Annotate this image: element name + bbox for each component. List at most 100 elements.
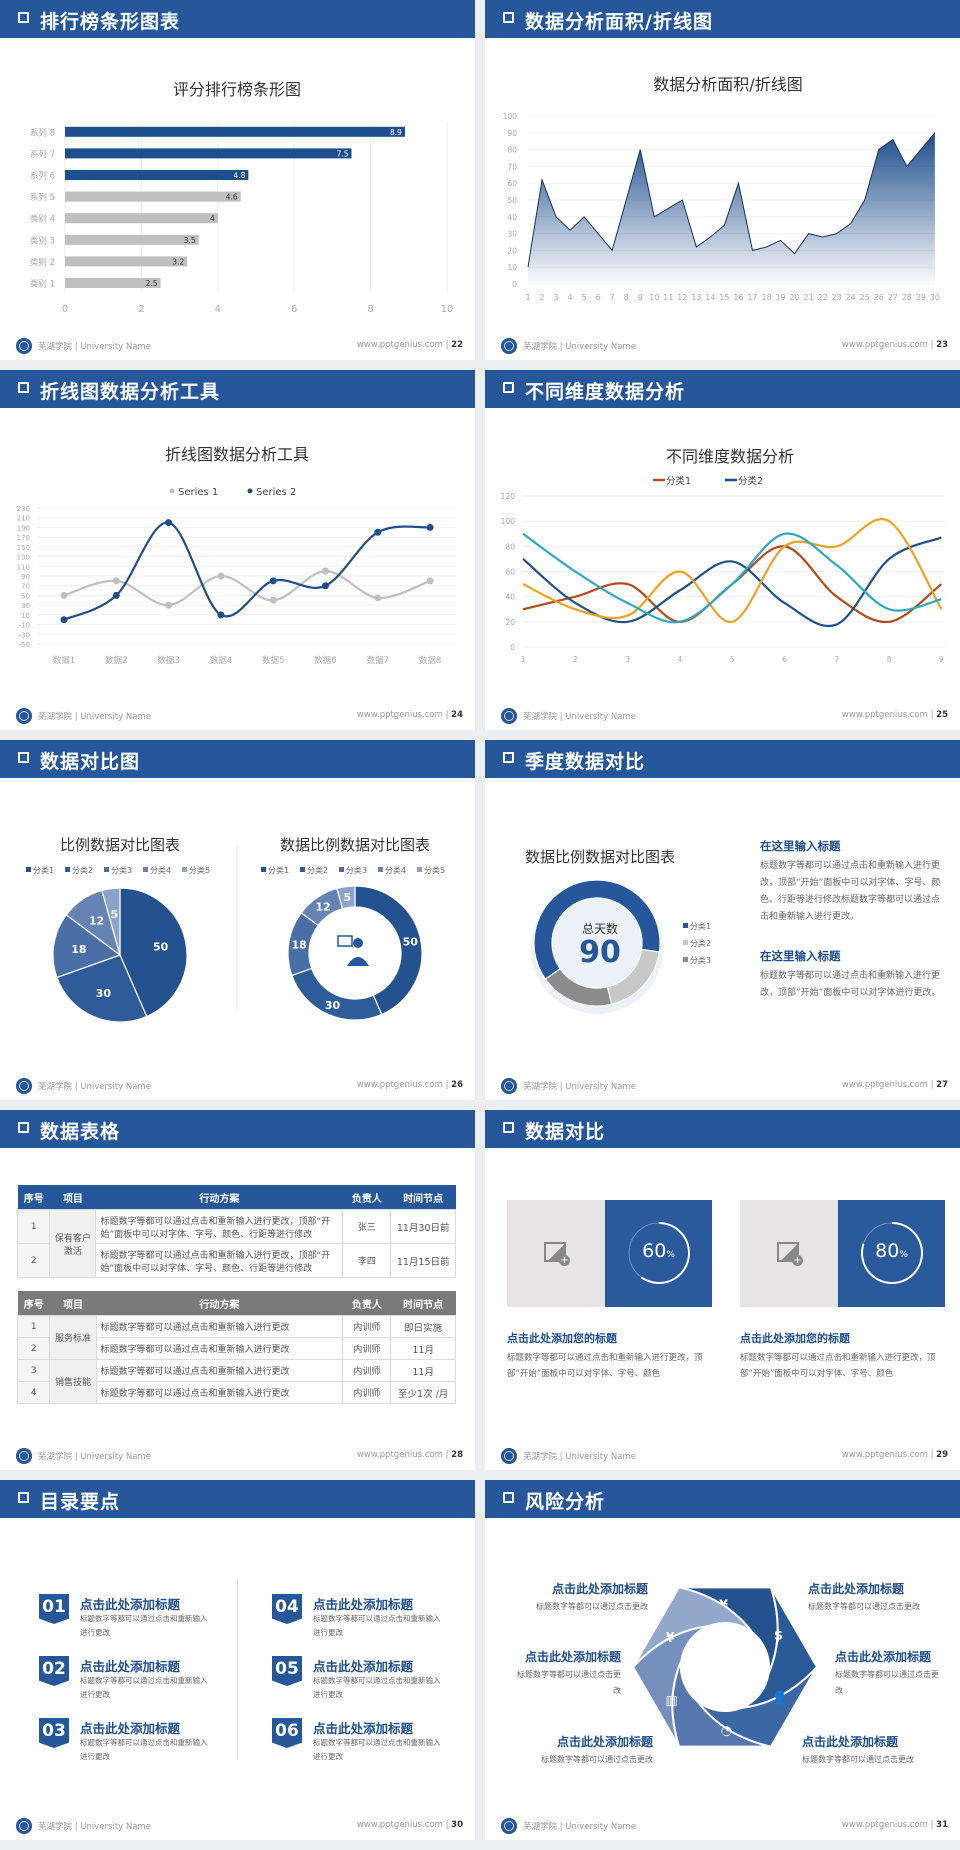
footer-right: www.pptgenius.com | 26: [357, 1080, 463, 1090]
progress-ring: [628, 1222, 690, 1284]
footer-separator: |: [927, 1080, 937, 1090]
owner-cell: 内训师: [342, 1315, 392, 1338]
presenter-icon: [337, 935, 369, 966]
bar: [65, 148, 352, 159]
bar-chart: 评分排行榜条形图 0 2 4 6 8 10 2.5 类别 1 3.2 类别 2 3.5 类别 3 4 类别 …: [30, 80, 453, 315]
column-header: 行动方案: [199, 1299, 240, 1311]
item-heading[interactable]: 点击此处添加标题: [80, 1597, 181, 1612]
footer-separator: |: [442, 1820, 452, 1830]
data-point: [374, 594, 382, 602]
footer-separator: |: [927, 1820, 937, 1830]
x-tick-label: 2: [573, 655, 578, 664]
risk-heading[interactable]: 点击此处添加标题: [808, 1582, 905, 1596]
table-row: 4 标题数字等都可以通过点击和重新输入进行更改 内训师 至少1次 /月: [16, 1381, 456, 1404]
footer-right: www.pptgenius.com | 30: [357, 1820, 463, 1830]
y-tick-label: 210: [17, 515, 30, 523]
footer-school: 芜湖学院 | University Name: [38, 1082, 151, 1092]
x-tick-label: 8: [624, 293, 629, 302]
item-heading[interactable]: 点击此处添加标题: [313, 1597, 414, 1612]
y-tick-label: 100: [503, 112, 518, 121]
university-logo: [16, 1078, 32, 1094]
y-tick-label: 40: [507, 213, 517, 222]
table1: 序号 项目 行动方案 负责人 时间节点 1 保有客户激活 标题数字等都可以通过点击和重新输入进…: [16, 1185, 456, 1278]
slide-header: 数据表格: [0, 1110, 475, 1148]
progress-unit: %: [666, 1250, 675, 1260]
page-number: 25: [936, 710, 948, 720]
y-tick-label: 60: [507, 179, 517, 188]
slice-label: 30: [96, 987, 112, 1000]
plan-cell: 标题数字等都可以通过点击和重新输入进行更改，顶部“开始”面板中可以对字体、字号、…: [95, 1243, 344, 1278]
y-tick-label: 80: [507, 146, 517, 155]
slide-4: 不同维度数据分析 芜湖学院 | University Name www.pptgen…: [485, 370, 960, 730]
pie-slice: [354, 885, 423, 1016]
row-number: 4: [16, 1381, 51, 1404]
data-point: [217, 572, 225, 580]
legend-marker: [143, 867, 148, 872]
x-tick-label: 25: [860, 293, 870, 302]
risk-heading[interactable]: 点击此处添加标题: [802, 1735, 899, 1749]
legend-label: 分类1: [690, 921, 711, 931]
item-heading[interactable]: 点击此处添加标题: [313, 1721, 414, 1736]
data-point: [112, 577, 120, 585]
hand-money-icon: ¥: [666, 1631, 675, 1646]
x-tick-label: 1: [525, 293, 530, 302]
slide-header: 数据对比: [485, 1110, 960, 1148]
slide-title: 数据对比: [525, 1121, 606, 1143]
legend-label: 分类3: [111, 865, 132, 875]
chart-title: 数据比例数据对比图表: [525, 848, 675, 866]
x-tick-label: 4: [568, 293, 573, 302]
item-heading[interactable]: 点击此处添加标题: [80, 1659, 181, 1674]
y-tick-label: -10: [19, 622, 30, 630]
slide-5: 数据对比图 芜湖学院 | University Name www.pptgenius…: [0, 740, 475, 1100]
slice-label: 18: [71, 943, 86, 956]
risk-heading[interactable]: 点击此处添加标题: [835, 1650, 932, 1664]
risk-heading[interactable]: 点击此处添加标题: [524, 1650, 621, 1664]
x-tick-label: 4: [215, 304, 221, 315]
item-text: 标题数字等都可以通过点击和重新输入进行更改: [80, 1738, 208, 1761]
footer-separator: |: [442, 710, 452, 720]
slide-header: 折线图数据分析工具: [0, 370, 475, 408]
slice-label: 18: [291, 939, 306, 952]
y-tick-label: 0: [512, 280, 517, 289]
category-label: 系列 7: [30, 149, 55, 160]
progress-value: 60%: [605, 1240, 712, 1262]
item-heading[interactable]: 点击此处添加标题: [313, 1659, 414, 1674]
x-tick-label: 3: [625, 655, 630, 664]
category-label: 类别 3: [30, 235, 55, 246]
column-header: 序号: [23, 1299, 44, 1311]
x-tick-label: 23: [832, 293, 842, 302]
item-text: 标题数字等都可以通过点击和重新输入进行更改: [80, 1614, 208, 1637]
owner-cell: 张三: [342, 1209, 392, 1244]
page-number: 23: [936, 340, 948, 350]
legend-label: 分类5: [189, 865, 210, 875]
row-number: 2: [16, 1243, 51, 1278]
y-tick-label: 120: [501, 492, 516, 501]
x-tick-label: 2: [138, 304, 144, 315]
footer-right: www.pptgenius.com | 24: [357, 710, 463, 720]
column-header: 项目: [62, 1193, 83, 1205]
page-number: 26: [451, 1080, 463, 1090]
bar: [65, 126, 405, 137]
bar-data-label: 3.2: [172, 257, 184, 266]
risk-heading[interactable]: 点击此处添加标题: [551, 1582, 648, 1596]
x-tick-label: 数据7: [367, 655, 389, 666]
category-label: 类别 4: [30, 214, 55, 225]
x-tick-label: 5: [730, 655, 735, 664]
legend-marker: [417, 867, 422, 872]
bar: [65, 213, 218, 224]
owner-cell: 内训师: [342, 1381, 392, 1404]
bar-data-label: 4.6: [226, 193, 238, 202]
slide-header: 不同维度数据分析: [485, 370, 960, 408]
checkbox-icon: [18, 12, 29, 23]
slide-title: 数据分析面积/折线图: [525, 11, 713, 33]
cycle-segment[interactable]: [632, 1586, 754, 1668]
table-row: 1 保有客户激活 标题数字等都可以通过点击和重新输入进行更改，顶部“开始”面板中可以…: [16, 1209, 456, 1278]
deadline-cell: 即日实施: [390, 1315, 456, 1338]
footer-right: www.pptgenius.com | 28: [357, 1450, 463, 1460]
risk-heading[interactable]: 点击此处添加标题: [556, 1735, 653, 1749]
page-number: 24: [451, 710, 463, 720]
row-number: 3: [16, 1359, 51, 1382]
item-heading[interactable]: 点击此处添加标题: [80, 1721, 181, 1736]
progress-number: 80: [875, 1240, 900, 1262]
